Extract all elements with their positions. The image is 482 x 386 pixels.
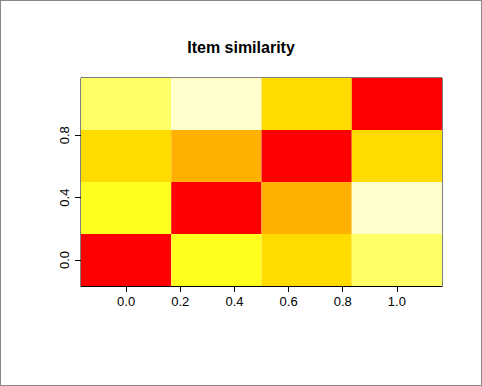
svg-text:0.4: 0.4 [57, 189, 72, 207]
svg-text:Item similarity: Item similarity [187, 39, 295, 56]
svg-text:0.0: 0.0 [57, 251, 72, 269]
svg-text:0.8: 0.8 [334, 294, 352, 309]
svg-text:0.4: 0.4 [225, 294, 243, 309]
svg-text:1.0: 1.0 [388, 294, 406, 309]
svg-text:0.8: 0.8 [57, 126, 72, 144]
svg-text:0.6: 0.6 [280, 294, 298, 309]
svg-text:0.0: 0.0 [117, 294, 135, 309]
svg-text:0.2: 0.2 [171, 294, 189, 309]
